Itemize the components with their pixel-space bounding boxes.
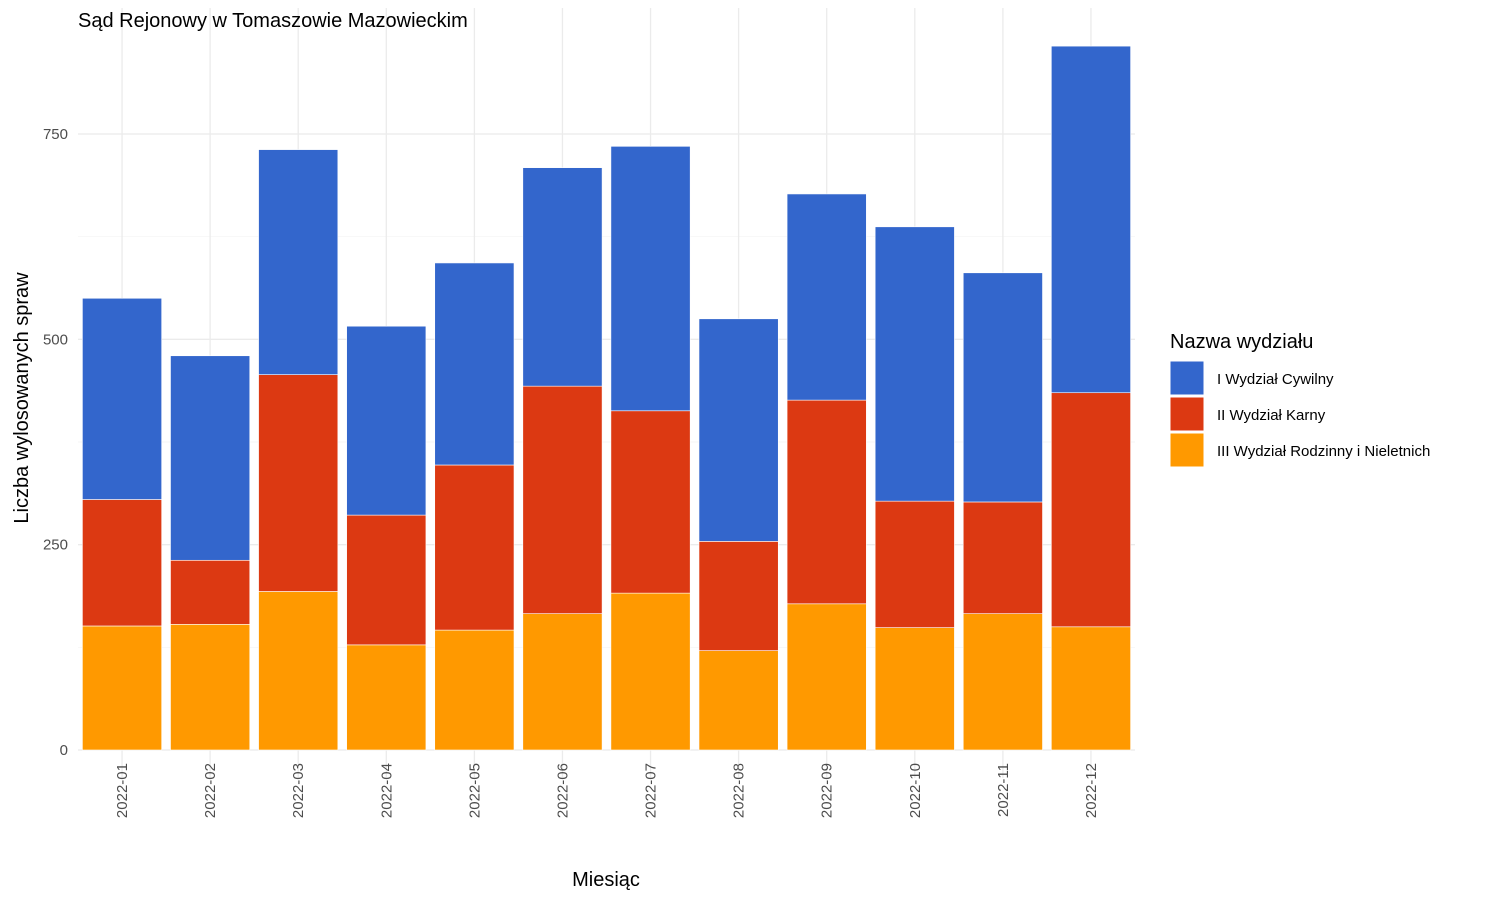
x-tick-label: 2022-07 [643,763,660,818]
y-axis-ticks: 0 250 500 750 [43,126,68,759]
legend-label: III Wydział Rodzinny i Nieletnich [1217,443,1430,460]
bar-iii-wydzia-rodzinny-i-nieletnich-2022-11 [962,613,1043,751]
legend-swatch [1169,432,1205,468]
x-tick-label: 2022-04 [378,763,395,818]
bar-i-wydzia-cywilny-2022-01 [82,297,162,500]
bar-ii-wydzia-karny-2022-10 [874,500,955,628]
y-axis-title: Liczba wylosowanych spraw [11,272,33,524]
x-axis-title: Miesiąc [572,869,640,891]
bar-ii-wydzia-karny-2022-08 [698,541,779,651]
x-tick-label: 2022-02 [202,763,219,818]
bar-ii-wydzia-karny-2022-03 [258,374,339,592]
bar-i-wydzia-cywilny-2022-09 [786,193,867,401]
x-tick-label: 2022-08 [731,763,748,818]
bar-i-wydzia-cywilny-2022-03 [258,149,339,375]
chart-title: Sąd Rejonowy w Tomaszowie Mazowieckim [78,10,468,32]
bar-ii-wydzia-karny-2022-02 [170,559,251,625]
bar-iii-wydzia-rodzinny-i-nieletnich-2022-01 [82,625,162,751]
bar-i-wydzia-cywilny-2022-05 [434,262,515,466]
bar-ii-wydzia-karny-2022-09 [786,399,867,605]
bar-i-wydzia-cywilny-2022-10 [874,226,955,502]
legend-label: I Wydział Cywilny [1217,371,1334,388]
bar-i-wydzia-cywilny-2022-07 [610,146,691,412]
legend-label: II Wydział Karny [1217,407,1326,424]
y-tick-label: 0 [60,742,68,759]
y-tick-label: 750 [43,126,68,143]
bar-ii-wydzia-karny-2022-06 [522,385,603,614]
bar-iii-wydzia-rodzinny-i-nieletnich-2022-12 [1051,626,1131,751]
bars [82,45,1131,751]
bar-i-wydzia-cywilny-2022-12 [1051,45,1131,394]
bar-iii-wydzia-rodzinny-i-nieletnich-2022-10 [874,627,955,751]
x-tick-label: 2022-01 [114,763,131,818]
bar-iii-wydzia-rodzinny-i-nieletnich-2022-02 [170,624,251,751]
y-tick-label: 500 [43,331,68,348]
bar-iii-wydzia-rodzinny-i-nieletnich-2022-03 [258,591,339,751]
bar-i-wydzia-cywilny-2022-02 [170,355,251,561]
bar-iii-wydzia-rodzinny-i-nieletnich-2022-08 [698,650,779,751]
bar-iii-wydzia-rodzinny-i-nieletnich-2022-09 [786,603,867,751]
y-tick-label: 250 [43,537,68,554]
legend-swatch [1169,396,1205,432]
bar-i-wydzia-cywilny-2022-06 [522,167,603,387]
x-axis-ticks: 2022-01 2022-02 2022-03 2022-04 2022-05 2022-… [114,763,1100,818]
bar-i-wydzia-cywilny-2022-04 [346,325,427,516]
bar-ii-wydzia-karny-2022-01 [82,499,162,627]
bar-iii-wydzia-rodzinny-i-nieletnich-2022-06 [522,613,603,751]
bar-iii-wydzia-rodzinny-i-nieletnich-2022-04 [346,644,427,751]
x-tick-label: 2022-12 [1083,763,1100,818]
x-tick-label: 2022-11 [995,763,1012,817]
x-tick-label: 2022-09 [819,763,836,818]
bar-ii-wydzia-karny-2022-11 [962,501,1043,614]
legend-title: Nazwa wydziału [1170,331,1313,353]
bar-ii-wydzia-karny-2022-04 [346,514,427,646]
x-tick-label: 2022-05 [466,763,483,818]
bar-ii-wydzia-karny-2022-07 [610,410,691,594]
bar-ii-wydzia-karny-2022-12 [1051,392,1131,628]
bar-i-wydzia-cywilny-2022-08 [698,318,779,542]
bar-iii-wydzia-rodzinny-i-nieletnich-2022-07 [610,592,691,751]
x-tick-label: 2022-10 [907,763,924,818]
x-tick-label: 2022-03 [290,763,307,818]
bar-iii-wydzia-rodzinny-i-nieletnich-2022-05 [434,629,515,751]
bar-ii-wydzia-karny-2022-05 [434,464,515,631]
bar-i-wydzia-cywilny-2022-11 [962,272,1043,503]
x-tick-label: 2022-06 [554,763,571,818]
legend: Nazwa wydziału I Wydział Cywilny II Wydzi… [1169,331,1430,468]
legend-swatch [1169,360,1205,396]
